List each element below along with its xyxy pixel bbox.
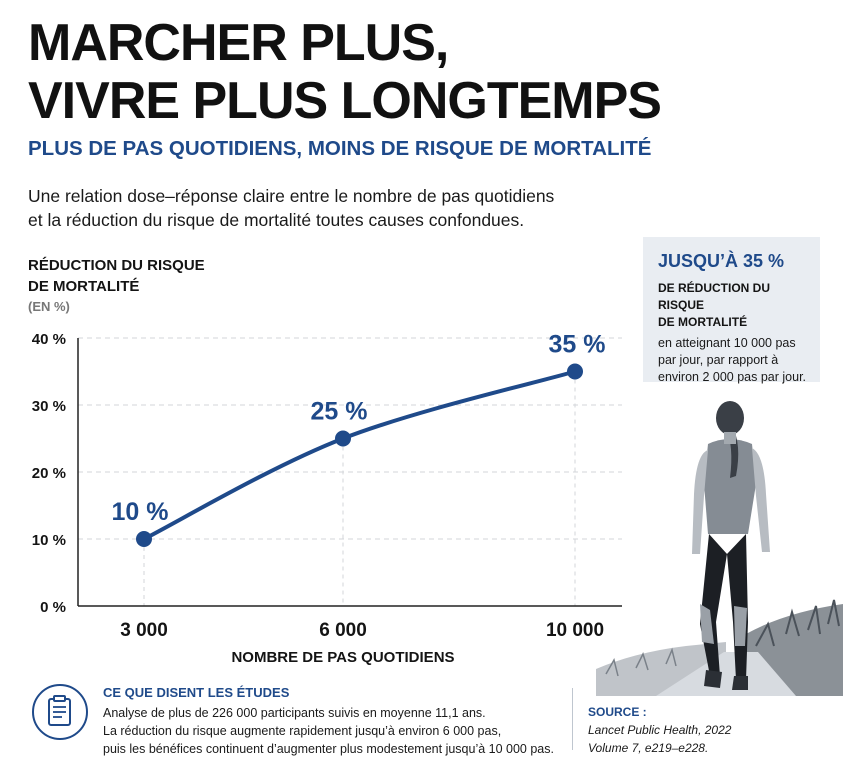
y-tick-label: 0 % [40, 599, 66, 616]
x-axis-title: NOMBRE DE PAS QUOTIDIENS [231, 649, 454, 666]
chart-axes [77, 338, 622, 607]
data-label: 25 % [311, 398, 368, 426]
title-line-1: MARCHER PLUS, [28, 14, 449, 72]
data-point [335, 430, 351, 447]
chart-grid [78, 337, 622, 606]
callout-body-line-1: en atteignant 10 000 pas [658, 336, 796, 350]
page-subtitle: PLUS DE PAS QUOTIDIENS, MOINS DE RISQUE … [28, 137, 652, 160]
y-axis-unit: (EN %) [28, 299, 70, 314]
intro-line-2: et la réduction du risque de mortalité t… [28, 210, 525, 230]
chart-labels: 0 % 10 % 20 % 30 % 40 % 3 000 6 000 10 000 NOMBR… [32, 331, 606, 667]
source-line-1: Lancet Public Health, 2022 [588, 723, 732, 737]
intro-line-1: Une relation dose–réponse claire entre l… [28, 186, 555, 206]
studies-line-1: Analyse de plus de 226 000 participants … [103, 706, 486, 720]
callout-sub-line-1: DE RÉDUCTION DU RISQUE [658, 281, 771, 312]
y-axis-title-line-2: DE MORTALITÉ [28, 278, 140, 295]
x-tick-label: 10 000 [546, 620, 604, 641]
title-line-2: VIVRE PLUS LONGTEMPS [28, 72, 662, 130]
studies-title: CE QUE DISENT LES ÉTUDES [103, 685, 290, 700]
callout-subheading: DE RÉDUCTION DU RISQUE DE MORTALITÉ [658, 280, 808, 331]
y-tick-label: 30 % [32, 398, 66, 415]
data-point [136, 531, 152, 547]
clipboard-icon [32, 684, 88, 740]
callout-body-line-3: environ 2 000 pas par jour. [658, 370, 807, 384]
source-line-2: Volume 7, e219–e228. [588, 741, 709, 755]
intro-text: Une relation dose–réponse claire entre l… [28, 184, 588, 232]
callout-box: JUSQU’À 35 % DE RÉDUCTION DU RISQUE DE M… [643, 237, 820, 384]
studies-line-2: La réduction du risque augmente rapideme… [103, 724, 502, 738]
line-chart: 0 % 10 % 20 % 30 % 40 % 3 000 6 000 10 000 NOMBR… [32, 331, 622, 667]
page-title: MARCHER PLUS, VIVRE PLUS LONGTEMPS [28, 14, 668, 130]
callout-body: en atteignant 10 000 pas par jour, par r… [658, 335, 808, 386]
x-tick-label: 3 000 [120, 620, 168, 641]
y-tick-label: 40 % [32, 331, 66, 348]
y-tick-label: 20 % [32, 465, 66, 482]
data-label: 10 % [112, 498, 169, 526]
y-axis-title-line-1: RÉDUCTION DU RISQUE [28, 257, 205, 274]
x-tick-label: 6 000 [319, 620, 367, 641]
studies-line-3: puis les bénéfices continuent d’augmente… [103, 742, 554, 756]
callout-headline: JUSQU’À 35 % [658, 251, 785, 271]
chart-series [136, 363, 583, 547]
source-title: SOURCE : [588, 705, 647, 719]
callout-sub-line-2: DE MORTALITÉ [658, 315, 748, 329]
y-tick-label: 10 % [32, 532, 66, 549]
walking-woman-photo [596, 401, 843, 696]
data-label: 35 % [549, 331, 606, 359]
footer-divider [572, 688, 573, 750]
data-point [567, 363, 583, 380]
callout-body-line-2: par jour, par rapport à [658, 353, 779, 367]
y-axis-title: RÉDUCTION DU RISQUE DE MORTALITÉ [28, 255, 205, 297]
